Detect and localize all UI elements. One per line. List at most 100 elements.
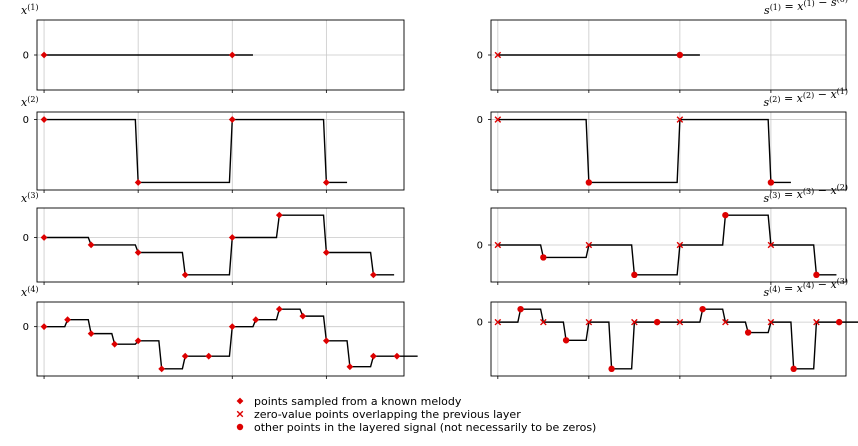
zero-point-marker	[494, 318, 502, 326]
melody-point-marker	[346, 363, 354, 371]
signal-line	[44, 118, 348, 184]
panel-title: s(3) = x(3) − x(2)	[763, 183, 848, 205]
layered-point-marker	[540, 254, 547, 261]
legend-label: other points in the layered signal (not …	[254, 421, 596, 434]
signal-line	[44, 308, 418, 370]
melody-point-marker	[275, 305, 283, 313]
layered-point-marker	[517, 305, 524, 313]
melody-point-marker	[64, 316, 71, 324]
melody-point-marker	[393, 352, 401, 360]
signal-line	[497, 118, 791, 184]
chart-panels: 0 x(1) 0 s(1) = x(1) − s(0) 0 x(2) 0 s(2) = x(2…	[21, 0, 858, 379]
panel-left-3: 0 x(3)	[21, 191, 405, 285]
zero-point-marker	[676, 318, 684, 326]
signal-line	[497, 308, 858, 370]
panel-right-4: 0 s(4) = x(4) − x(3)	[477, 277, 858, 379]
legend-label: zero-value points overlapping the previo…	[254, 408, 521, 421]
y-tick-label: 0	[477, 51, 483, 62]
panel-frame	[490, 19, 847, 91]
y-tick-label: 0	[23, 233, 29, 244]
layered-point-marker	[790, 365, 797, 373]
signal-line	[497, 214, 837, 276]
melody-point-marker	[181, 352, 189, 360]
panel-title: x(2)	[21, 95, 39, 109]
melody-point-marker	[40, 51, 48, 59]
melody-point-marker	[228, 323, 236, 331]
panel-frame	[36, 19, 405, 91]
legend-marker	[236, 410, 244, 418]
y-tick-label: 0	[477, 241, 483, 252]
melody-point-marker	[322, 179, 330, 186]
panel-title: x(3)	[21, 191, 39, 205]
layered-point-marker	[722, 211, 729, 219]
melody-point-marker	[370, 352, 377, 360]
zero-point-marker	[767, 241, 775, 249]
y-tick-label: 0	[477, 115, 483, 126]
layered-point-marker	[835, 318, 843, 326]
zero-point-marker	[494, 51, 502, 59]
melody-point-marker	[228, 234, 236, 241]
melody-point-marker	[228, 116, 236, 123]
panel-left-2: 0 x(2)	[21, 95, 405, 193]
panel-title: x(1)	[21, 3, 39, 17]
legend-marker	[236, 423, 244, 431]
melody-point-marker	[40, 234, 48, 241]
melody-point-marker	[322, 337, 330, 345]
zero-point-marker	[722, 318, 729, 326]
panel-right-3: 0 s(3) = x(3) − x(2)	[477, 183, 848, 285]
layered-point-marker	[631, 271, 638, 279]
panel-frame	[490, 301, 847, 377]
panel-left-1: 0 x(1)	[21, 3, 405, 93]
signal-line	[44, 214, 395, 276]
melody-point-marker	[205, 352, 213, 360]
panel-frame	[490, 207, 847, 283]
melody-point-marker	[134, 179, 142, 186]
zero-point-marker	[631, 318, 638, 326]
zero-point-marker	[494, 241, 502, 249]
zero-point-marker	[585, 318, 593, 326]
melody-point-marker	[228, 51, 236, 59]
melody-point-marker	[40, 323, 48, 331]
y-tick-label: 0	[23, 115, 29, 126]
layered-point-marker	[608, 365, 615, 373]
layered-point-marker	[676, 51, 684, 59]
panel-right-1: 0 s(1) = x(1) − s(0)	[477, 0, 848, 93]
panel-title: s(1) = x(1) − s(0)	[764, 0, 848, 17]
panel-frame	[36, 207, 405, 283]
zero-point-marker	[676, 116, 684, 123]
melody-point-marker	[134, 337, 142, 345]
y-tick-label: 0	[23, 322, 29, 333]
melody-point-marker	[134, 249, 142, 256]
layered-point-marker	[653, 318, 661, 326]
melody-point-marker	[275, 211, 283, 219]
layered-point-marker	[585, 179, 593, 186]
zero-point-marker	[585, 241, 593, 249]
zero-point-marker	[494, 116, 502, 123]
panel-title: s(4) = x(4) − x(3)	[763, 277, 848, 299]
layered-point-marker	[562, 337, 570, 344]
melody-point-marker	[370, 271, 377, 279]
legend-entry-3: other points in the layered signal (not …	[236, 421, 596, 434]
panel-right-2: 0 s(2) = x(2) − x(1)	[477, 87, 848, 193]
panel-title: x(4)	[21, 285, 39, 299]
melody-point-marker	[299, 312, 307, 320]
melody-point-marker	[87, 330, 95, 338]
chart-legend: points sampled from a known melodyzero-v…	[236, 395, 596, 434]
legend-label: points sampled from a known melody	[254, 395, 462, 408]
melody-point-marker	[252, 316, 260, 324]
melody-point-marker	[40, 116, 48, 123]
layered-point-marker	[813, 271, 820, 279]
melody-point-marker	[87, 241, 95, 249]
legend-entry-1: points sampled from a known melody	[236, 395, 462, 408]
zero-point-marker	[676, 241, 684, 249]
layered-point-marker	[744, 329, 752, 336]
layered-point-marker	[767, 179, 775, 186]
melody-point-marker	[181, 271, 189, 279]
melody-point-marker	[111, 340, 119, 348]
melody-point-marker	[158, 365, 166, 373]
y-tick-label: 0	[477, 318, 483, 329]
y-tick-label: 0	[23, 51, 29, 62]
panel-frame	[36, 301, 405, 377]
zero-point-marker	[813, 318, 820, 326]
